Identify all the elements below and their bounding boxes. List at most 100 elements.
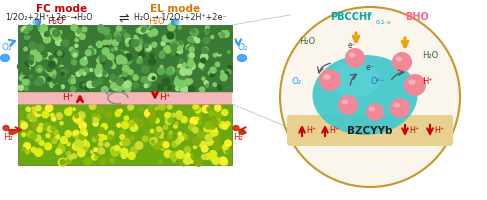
Circle shape [36, 148, 43, 155]
Circle shape [166, 68, 173, 75]
Circle shape [118, 50, 124, 55]
Circle shape [189, 44, 195, 50]
Circle shape [116, 110, 121, 114]
Circle shape [26, 107, 30, 111]
Circle shape [179, 50, 183, 54]
Circle shape [186, 44, 192, 50]
Circle shape [165, 118, 172, 124]
Circle shape [131, 141, 134, 144]
Circle shape [190, 29, 195, 33]
Circle shape [39, 123, 44, 128]
Circle shape [181, 117, 187, 123]
Circle shape [134, 37, 139, 42]
Circle shape [110, 74, 116, 80]
Circle shape [192, 137, 201, 145]
Circle shape [201, 53, 208, 61]
Circle shape [26, 150, 30, 154]
Circle shape [93, 137, 97, 142]
Circle shape [63, 72, 67, 76]
Circle shape [222, 110, 228, 115]
Circle shape [120, 135, 125, 139]
Circle shape [139, 57, 142, 59]
Circle shape [201, 58, 206, 63]
Circle shape [47, 77, 51, 81]
Circle shape [131, 147, 137, 154]
Circle shape [69, 107, 72, 110]
Circle shape [46, 64, 54, 71]
Text: e⁻: e⁻ [348, 40, 356, 49]
Circle shape [35, 149, 42, 156]
Text: 0.1-x: 0.1-x [376, 20, 392, 25]
Circle shape [134, 35, 137, 38]
Circle shape [84, 57, 88, 61]
Circle shape [184, 79, 190, 85]
Text: H⁺: H⁺ [423, 77, 433, 86]
Circle shape [122, 122, 128, 129]
Circle shape [210, 72, 215, 77]
Circle shape [139, 27, 146, 34]
Circle shape [183, 155, 186, 158]
Circle shape [202, 105, 210, 113]
Circle shape [184, 157, 191, 164]
Circle shape [195, 140, 201, 146]
Circle shape [160, 51, 165, 56]
Circle shape [149, 73, 156, 81]
Circle shape [162, 36, 169, 42]
Circle shape [72, 60, 76, 65]
Circle shape [193, 104, 199, 109]
Text: H⁺: H⁺ [159, 94, 171, 102]
Ellipse shape [233, 126, 239, 130]
Circle shape [119, 54, 126, 60]
Circle shape [210, 128, 218, 136]
Text: H⁺: H⁺ [62, 94, 74, 102]
Circle shape [66, 73, 70, 77]
Circle shape [212, 127, 216, 131]
Circle shape [93, 121, 98, 126]
Circle shape [119, 109, 122, 112]
Circle shape [43, 123, 51, 130]
Circle shape [123, 138, 130, 146]
Circle shape [211, 119, 218, 125]
Circle shape [225, 148, 230, 153]
Circle shape [61, 70, 68, 77]
Circle shape [99, 55, 106, 62]
Ellipse shape [395, 56, 402, 62]
Circle shape [168, 86, 172, 90]
Circle shape [20, 120, 24, 124]
Circle shape [206, 153, 211, 159]
Circle shape [156, 127, 162, 133]
Circle shape [225, 140, 231, 146]
Circle shape [190, 37, 195, 42]
Circle shape [22, 148, 26, 151]
Circle shape [45, 109, 48, 113]
Circle shape [149, 26, 152, 29]
Circle shape [92, 84, 95, 87]
Circle shape [176, 111, 182, 116]
Circle shape [49, 56, 53, 60]
Circle shape [53, 29, 60, 37]
Circle shape [54, 84, 60, 91]
Circle shape [99, 149, 105, 154]
Circle shape [180, 155, 182, 157]
Circle shape [169, 38, 176, 44]
Circle shape [120, 130, 125, 135]
Circle shape [159, 138, 166, 144]
Circle shape [49, 136, 53, 140]
Circle shape [37, 77, 45, 84]
Circle shape [22, 26, 29, 32]
Circle shape [81, 128, 87, 134]
Circle shape [89, 84, 92, 87]
Circle shape [221, 33, 225, 37]
Circle shape [117, 123, 120, 127]
Circle shape [44, 33, 51, 40]
Circle shape [214, 137, 220, 143]
Circle shape [209, 124, 215, 129]
Circle shape [38, 27, 42, 31]
Circle shape [163, 142, 169, 148]
Circle shape [176, 86, 180, 91]
Circle shape [213, 142, 221, 150]
Circle shape [176, 47, 182, 53]
Circle shape [89, 50, 95, 56]
Circle shape [128, 70, 131, 73]
Circle shape [50, 60, 54, 64]
